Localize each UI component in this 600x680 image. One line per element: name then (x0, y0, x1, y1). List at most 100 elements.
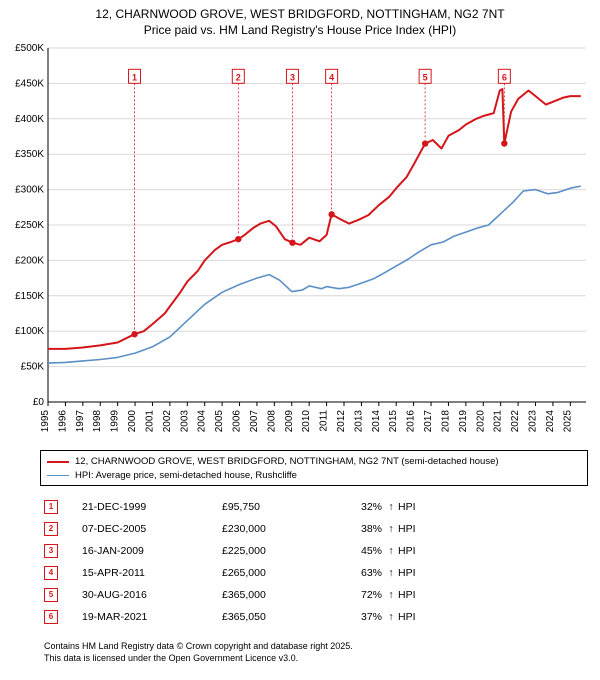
sale-pct: 32% (332, 501, 384, 513)
sale-price: £95,750 (222, 501, 332, 513)
svg-text:2017: 2017 (423, 410, 434, 433)
sale-date: 21-DEC-1999 (82, 501, 222, 513)
svg-text:2019: 2019 (458, 410, 469, 433)
svg-text:2025: 2025 (562, 410, 573, 433)
svg-text:£200K: £200K (15, 256, 44, 267)
sale-hpi-label: HPI (398, 567, 588, 579)
svg-text:5: 5 (423, 73, 428, 83)
table-row: 121-DEC-1999£95,75032%↑HPI (44, 496, 588, 518)
up-arrow-icon: ↑ (384, 589, 398, 601)
up-arrow-icon: ↑ (384, 501, 398, 513)
sale-pct: 72% (332, 589, 384, 601)
sale-date: 15-APR-2011 (82, 567, 222, 579)
sales-table: 121-DEC-1999£95,75032%↑HPI207-DEC-2005£2… (44, 496, 588, 628)
svg-text:1: 1 (132, 73, 137, 83)
svg-text:2021: 2021 (493, 410, 504, 433)
svg-text:£50K: £50K (21, 362, 45, 373)
legend-swatch (47, 461, 69, 463)
sale-price: £265,000 (222, 567, 332, 579)
svg-text:2009: 2009 (284, 410, 295, 433)
svg-text:£300K: £300K (15, 185, 44, 196)
svg-text:2: 2 (236, 73, 241, 83)
svg-text:1996: 1996 (57, 410, 68, 433)
svg-text:6: 6 (502, 73, 507, 83)
table-row: 207-DEC-2005£230,00038%↑HPI (44, 518, 588, 540)
sale-marker-index: 5 (44, 588, 58, 602)
sale-marker-index: 6 (44, 610, 58, 624)
chart-svg: £0£50K£100K£150K£200K£250K£300K£350K£400… (8, 42, 592, 442)
title-line-1: 12, CHARNWOOD GROVE, WEST BRIDGFORD, NOT… (95, 7, 504, 21)
svg-text:2022: 2022 (510, 410, 521, 433)
sale-pct: 38% (332, 523, 384, 535)
legend-label: HPI: Average price, semi-detached house,… (75, 469, 297, 482)
credit-line-1: Contains HM Land Registry data © Crown c… (44, 641, 353, 651)
legend-item: HPI: Average price, semi-detached house,… (47, 469, 581, 482)
svg-text:£450K: £450K (15, 79, 44, 90)
svg-text:2008: 2008 (266, 410, 277, 433)
svg-text:2020: 2020 (475, 410, 486, 433)
sale-date: 30-AUG-2016 (82, 589, 222, 601)
sale-marker-index: 3 (44, 544, 58, 558)
up-arrow-icon: ↑ (384, 523, 398, 535)
legend: 12, CHARNWOOD GROVE, WEST BRIDGFORD, NOT… (40, 450, 588, 486)
svg-text:3: 3 (290, 73, 295, 83)
svg-text:2015: 2015 (388, 410, 399, 433)
svg-text:2006: 2006 (232, 410, 243, 433)
sale-pct: 63% (332, 567, 384, 579)
sale-pct: 37% (332, 611, 384, 623)
data-credit: Contains HM Land Registry data © Crown c… (44, 640, 588, 664)
svg-text:2016: 2016 (406, 410, 417, 433)
svg-text:£100K: £100K (15, 327, 44, 338)
svg-text:1999: 1999 (110, 410, 121, 433)
svg-text:2010: 2010 (301, 410, 312, 433)
chart-title: 12, CHARNWOOD GROVE, WEST BRIDGFORD, NOT… (8, 6, 592, 38)
sale-marker-index: 4 (44, 566, 58, 580)
legend-label: 12, CHARNWOOD GROVE, WEST BRIDGFORD, NOT… (75, 455, 499, 468)
sale-price: £365,050 (222, 611, 332, 623)
svg-text:2024: 2024 (545, 410, 556, 433)
up-arrow-icon: ↑ (384, 545, 398, 557)
up-arrow-icon: ↑ (384, 611, 398, 623)
price-chart: £0£50K£100K£150K£200K£250K£300K£350K£400… (8, 42, 592, 442)
svg-text:2012: 2012 (336, 410, 347, 433)
svg-text:2023: 2023 (528, 410, 539, 433)
table-row: 3 16-JAN-2009£225,00045%↑HPI (44, 540, 588, 562)
svg-text:£400K: £400K (15, 114, 44, 125)
svg-text:2004: 2004 (197, 410, 208, 433)
legend-swatch (47, 475, 69, 476)
svg-text:2018: 2018 (440, 410, 451, 433)
credit-line-2: This data is licensed under the Open Gov… (44, 653, 298, 663)
sale-marker-index: 2 (44, 522, 58, 536)
svg-text:1998: 1998 (92, 410, 103, 433)
svg-text:£350K: £350K (15, 150, 44, 161)
title-line-2: Price paid vs. HM Land Registry's House … (144, 23, 456, 37)
svg-text:£500K: £500K (15, 43, 44, 54)
sale-hpi-label: HPI (398, 589, 588, 601)
sale-price: £225,000 (222, 545, 332, 557)
sale-hpi-label: HPI (398, 545, 588, 557)
up-arrow-icon: ↑ (384, 567, 398, 579)
svg-text:1995: 1995 (40, 410, 51, 433)
svg-text:2011: 2011 (319, 410, 330, 432)
chart-container: 12, CHARNWOOD GROVE, WEST BRIDGFORD, NOT… (0, 0, 600, 680)
sale-date: 19-MAR-2021 (82, 611, 222, 623)
table-row: 619-MAR-2021£365,05037%↑HPI (44, 606, 588, 628)
svg-text:2002: 2002 (162, 410, 173, 433)
svg-text:2007: 2007 (249, 410, 260, 433)
svg-text:2003: 2003 (179, 410, 190, 433)
svg-text:2014: 2014 (371, 410, 382, 433)
sale-date: 16-JAN-2009 (82, 545, 222, 557)
svg-text:2013: 2013 (353, 410, 364, 433)
sale-pct: 45% (332, 545, 384, 557)
sale-price: £365,000 (222, 589, 332, 601)
svg-text:2000: 2000 (127, 410, 138, 433)
svg-text:£0: £0 (33, 397, 45, 408)
legend-item: 12, CHARNWOOD GROVE, WEST BRIDGFORD, NOT… (47, 455, 581, 468)
svg-text:2001: 2001 (144, 410, 155, 433)
table-row: 4 15-APR-2011£265,00063%↑HPI (44, 562, 588, 584)
svg-text:2005: 2005 (214, 410, 225, 433)
table-row: 5 30-AUG-2016£365,00072%↑HPI (44, 584, 588, 606)
sale-date: 07-DEC-2005 (82, 523, 222, 535)
svg-text:4: 4 (329, 73, 334, 83)
sale-marker-index: 1 (44, 500, 58, 514)
